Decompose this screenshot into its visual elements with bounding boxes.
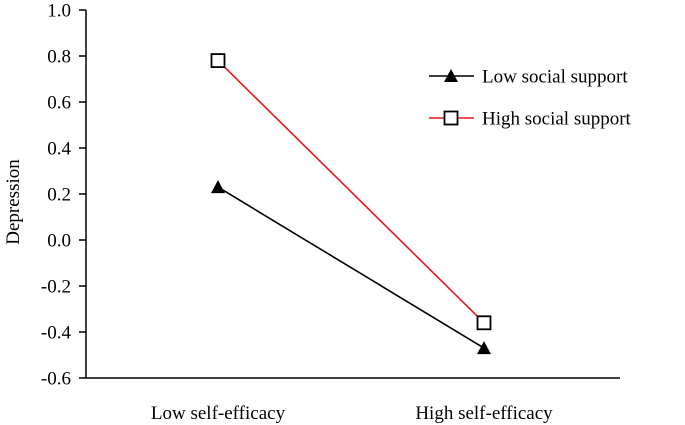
y-tick-label: 0.2	[47, 185, 71, 206]
x-tick-label: High self-efficacy	[415, 403, 553, 424]
square-marker	[210, 53, 226, 68]
y-tick-label: 0.0	[47, 231, 71, 252]
series-line	[217, 186, 485, 349]
x-tick-label: Low self-efficacy	[151, 403, 286, 424]
x-axis: Low self-efficacy High self-efficacy	[86, 377, 620, 424]
legend: Low social support High social support	[429, 67, 632, 130]
series-low-social-support	[211, 180, 491, 355]
square-marker	[476, 315, 492, 331]
y-tick-label: -0.6	[41, 369, 71, 390]
triangle-marker	[211, 180, 225, 194]
y-tick-label: 1.0	[47, 1, 71, 22]
series-layer	[210, 53, 492, 355]
legend-item: High social support	[429, 109, 632, 130]
x-tick-labels: Low self-efficacy High self-efficacy	[151, 403, 553, 424]
y-ticks: 1.0 0.8 0.6 0.4 0.2 0.0 -0.2 -0.4 -0.6	[41, 1, 86, 390]
y-axis-title: Depression	[3, 159, 24, 245]
triangle-marker	[477, 341, 491, 355]
y-tick-label: -0.4	[41, 323, 72, 344]
legend-label: Low social support	[482, 67, 628, 88]
y-axis: 1.0 0.8 0.6 0.4 0.2 0.0 -0.2 -0.4 -0.6	[41, 1, 87, 390]
triangle-marker	[444, 69, 458, 82]
series-high-social-support	[210, 53, 492, 331]
y-tick-label: 0.4	[47, 139, 71, 160]
y-tick-label: 0.8	[47, 47, 71, 68]
series-line	[217, 60, 485, 324]
legend-label: High social support	[482, 109, 632, 130]
y-tick-label: -0.2	[41, 277, 71, 298]
legend-item: Low social support	[429, 67, 628, 88]
square-marker	[443, 110, 459, 126]
y-tick-label: 0.6	[47, 93, 71, 114]
